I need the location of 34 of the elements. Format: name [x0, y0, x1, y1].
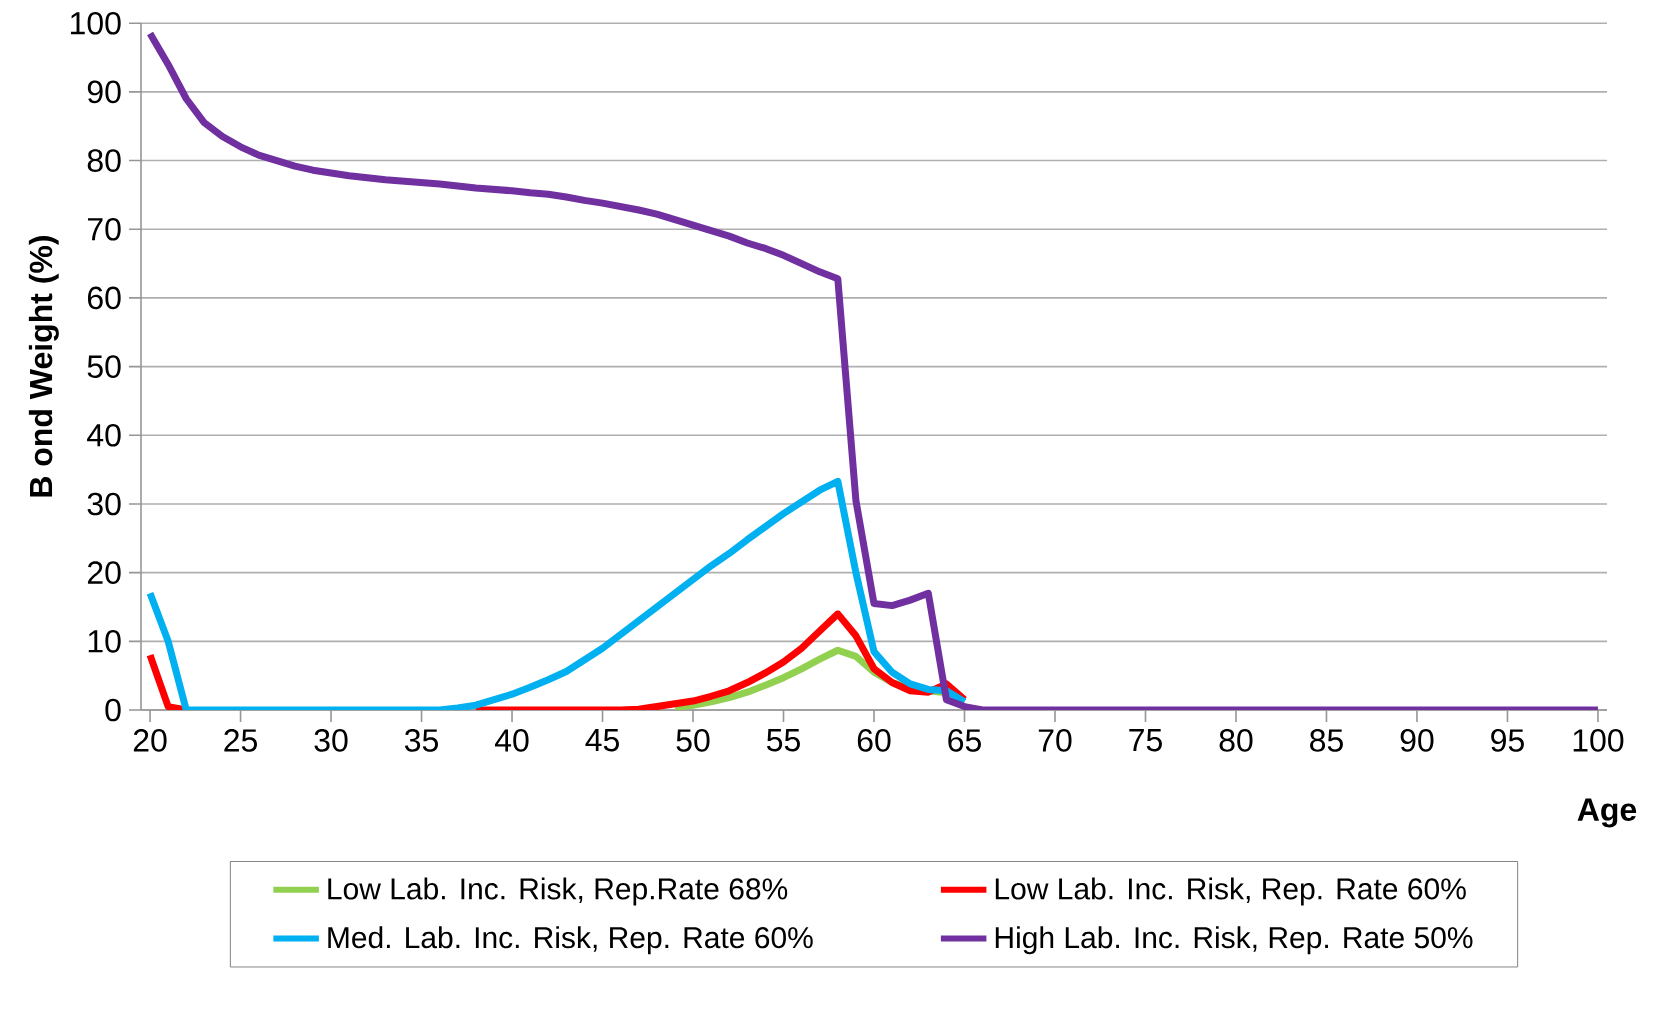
legend-label: Low Lab. Inc. Risk, Rep. Rate 60% — [995, 877, 1466, 906]
x-tick-label: 85 — [1310, 729, 1343, 752]
x-tick-label: 75 — [1129, 729, 1162, 752]
x-axis-title: Age — [1577, 798, 1637, 828]
x-tick-label: 55 — [767, 729, 800, 752]
x-tick-label: 90 — [1400, 729, 1434, 752]
y-tick-label: 80 — [87, 149, 121, 172]
x-tick-label: 95 — [1491, 729, 1524, 752]
legend-label: Low Lab. Inc. Risk, Rep.Rate 68% — [328, 877, 788, 906]
y-tick-label: 70 — [87, 217, 121, 241]
y-tick-label: 100 — [71, 11, 121, 35]
x-tick-label: 50 — [676, 729, 710, 752]
x-tick-label: 45 — [585, 729, 619, 752]
y-tick-label: 50 — [87, 355, 121, 378]
x-tick-label: 100 — [1573, 729, 1624, 752]
y-tick-label: 90 — [87, 80, 121, 104]
y-tick-label: 20 — [87, 561, 121, 584]
x-tick-label: 35 — [404, 729, 438, 752]
x-tick-label: 70 — [1038, 729, 1072, 752]
y-tick-label: 40 — [87, 423, 121, 447]
y-tick-label: 30 — [87, 492, 121, 516]
x-tick-label: 65 — [948, 729, 981, 752]
x-tick-label: 40 — [494, 729, 529, 752]
y-axis-title: B ond Weight (%) — [28, 236, 59, 497]
x-tick-label: 30 — [314, 729, 348, 752]
x-tick-label: 80 — [1219, 729, 1253, 752]
y-tick-label: 0 — [105, 698, 121, 722]
x-tick-label: 20 — [133, 729, 167, 752]
y-tick-label: 10 — [88, 630, 121, 653]
legend-label: Med. Lab. Inc. Risk, Rep. Rate 60% — [328, 926, 813, 955]
x-tick-label: 25 — [224, 729, 257, 752]
legend-label: High Lab. Inc. Risk, Rep. Rate 50% — [995, 926, 1473, 955]
x-tick-label: 60 — [857, 729, 891, 752]
y-tick-label: 60 — [87, 286, 121, 310]
